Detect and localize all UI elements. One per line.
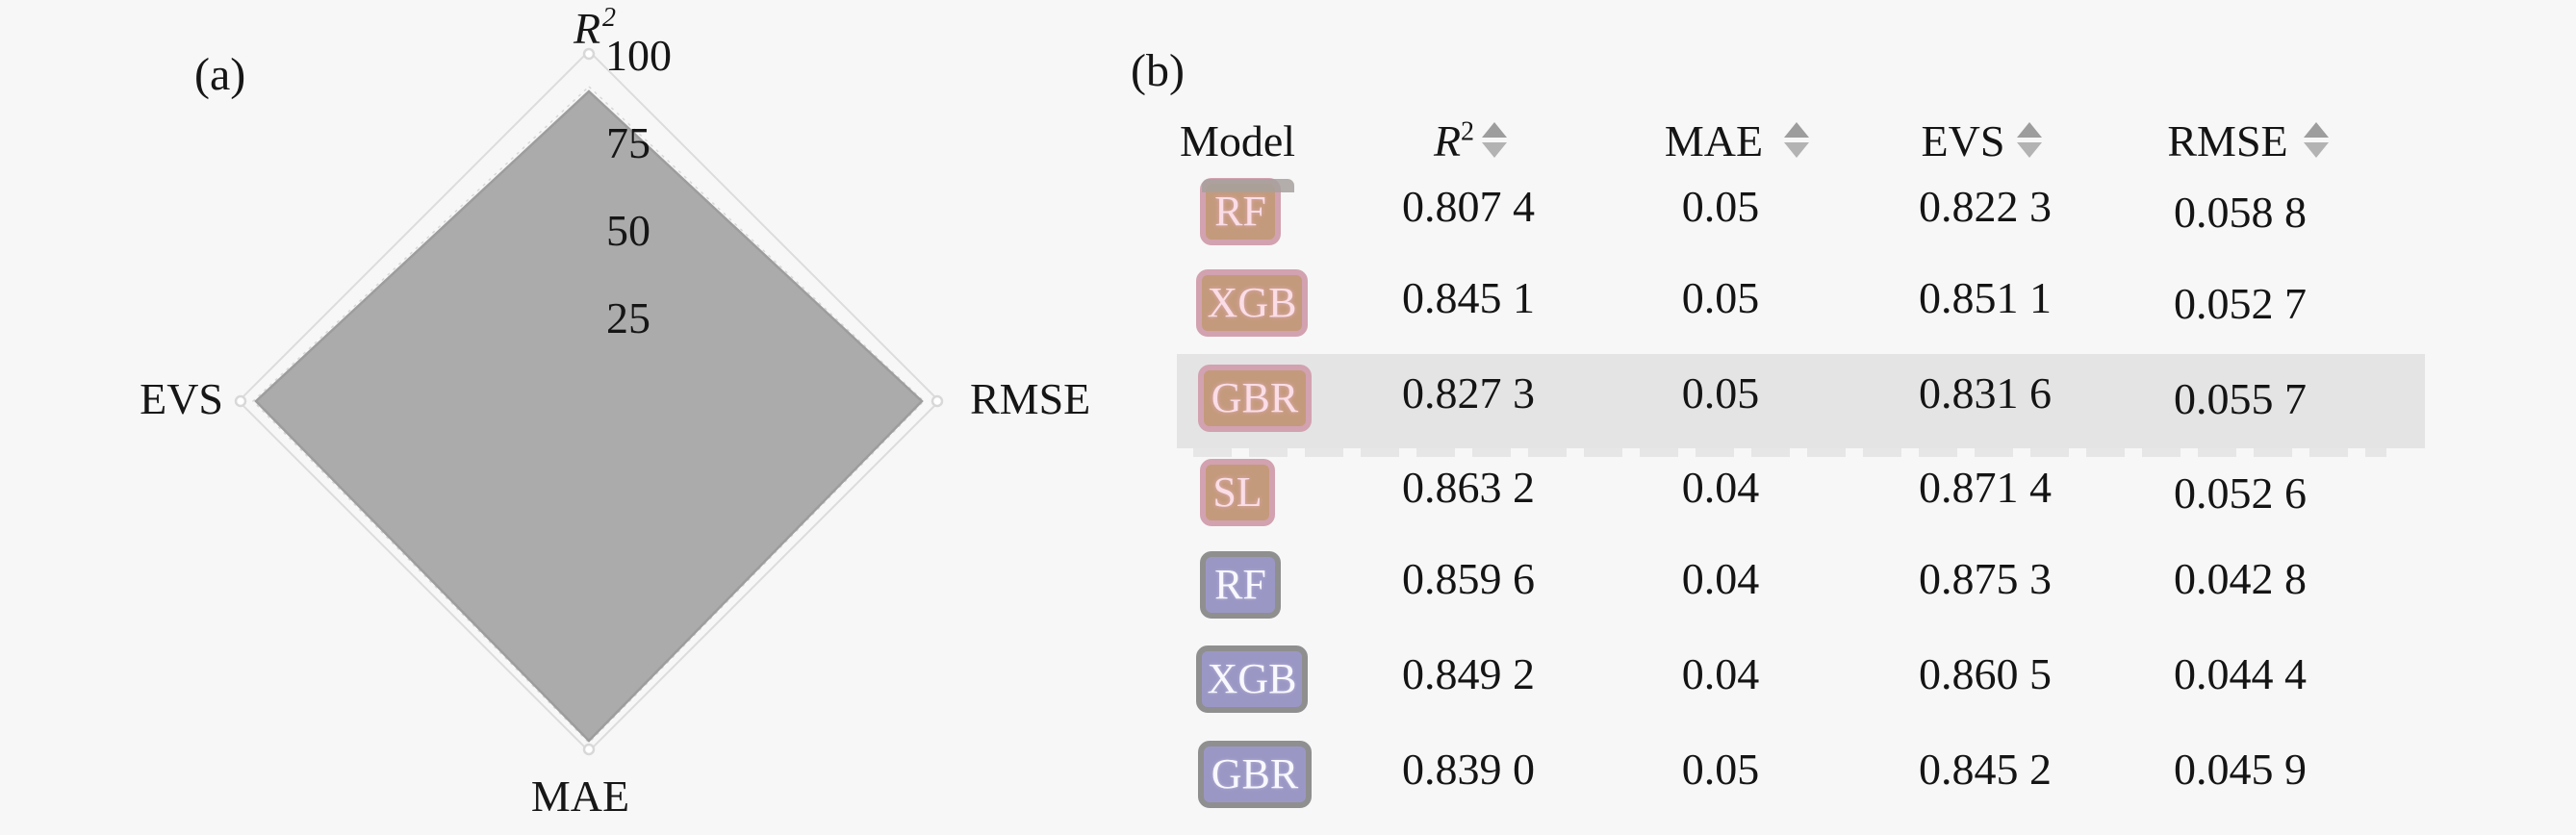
- svg-text:R: R: [573, 4, 600, 53]
- svg-text:2: 2: [602, 3, 616, 33]
- svg-text:(a): (a): [194, 49, 245, 100]
- svg-text:50: 50: [606, 206, 650, 255]
- svg-text:25: 25: [606, 293, 650, 342]
- svg-text:RMSE: RMSE: [970, 374, 1090, 423]
- svg-text:EVS: EVS: [140, 374, 223, 423]
- svg-text:100: 100: [605, 31, 672, 80]
- svg-text:MAE: MAE: [531, 772, 629, 821]
- svg-text:75: 75: [606, 118, 650, 167]
